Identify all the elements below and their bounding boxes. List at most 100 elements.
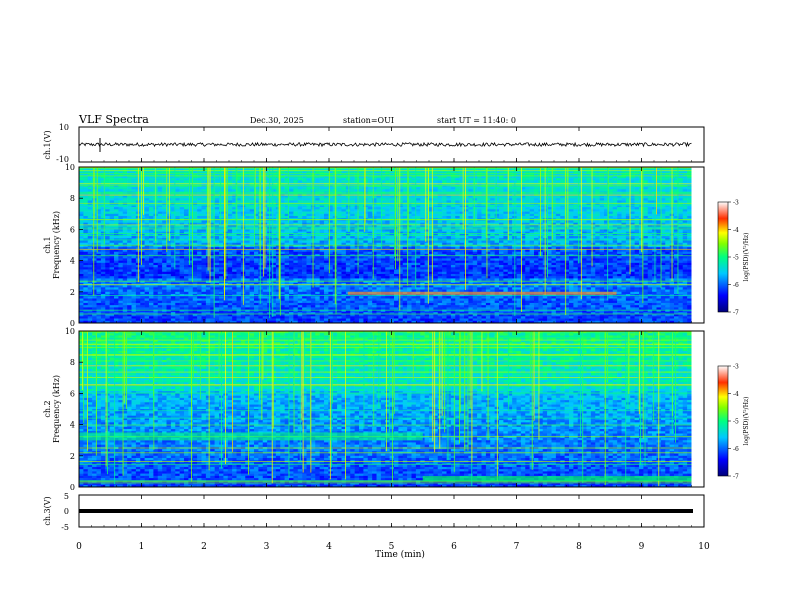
spectrogram-cell: [306, 222, 312, 226]
spectrogram-cell: [249, 175, 255, 179]
spectrogram-cell: [324, 189, 329, 192]
spectrogram-cell: [446, 220, 452, 224]
spectrogram-cell: [188, 231, 194, 235]
spectrogram-cell: [289, 204, 294, 208]
spectrogram-cell: [429, 227, 434, 230]
spectrogram-cell: [534, 216, 539, 219]
spectrogram-cell: [520, 209, 526, 212]
spectrogram-cell: [569, 173, 574, 177]
spectrogram-cell: [131, 211, 137, 215]
spectrogram-cell: [337, 229, 342, 232]
spectrogram-cell: [122, 213, 128, 217]
spectrogram-cell: [118, 245, 124, 248]
spectrogram-cell: [153, 245, 159, 248]
spectrogram-cell: [525, 222, 530, 226]
spectrogram-cell: [608, 200, 614, 203]
spectrogram-cell: [634, 216, 640, 219]
spectrogram-cell: [525, 207, 530, 210]
spectrogram-cell: [459, 200, 465, 203]
spectrogram-cell: [429, 198, 434, 201]
spectrogram-cell: [525, 204, 530, 208]
spectrogram-cell: [140, 220, 145, 224]
spectrogram-cell: [398, 224, 404, 228]
spectrogram-cell: [569, 236, 574, 239]
spectrogram-cell: [630, 198, 635, 201]
spectrogram-cell: [477, 216, 482, 219]
spectrogram-cell: [468, 202, 474, 206]
spectrogram-cell: [372, 189, 377, 192]
spectrogram-cell: [652, 191, 657, 195]
spectrogram-cell: [127, 222, 132, 226]
spectrogram-cell: [525, 195, 530, 199]
spectrogram-cell: [647, 240, 653, 244]
spectrogram-cell: [170, 211, 176, 215]
spectrogram-cell: [494, 189, 500, 192]
spectrogram-cell: [682, 195, 688, 199]
spectrogram-cell: [464, 200, 469, 203]
spectrogram-cell: [652, 175, 657, 179]
spectrogram-cell: [424, 207, 430, 210]
spectrogram-cell: [678, 211, 684, 215]
spectrogram-cell: [433, 209, 439, 212]
spectrogram-cell: [131, 216, 137, 219]
spectrogram-cell: [582, 213, 587, 217]
spectrogram-cell: [105, 242, 110, 246]
spectrogram-cell: [271, 171, 277, 174]
spectrogram-cell: [214, 202, 220, 206]
spectrogram-cell: [236, 195, 242, 199]
spectrogram-cell: [547, 191, 552, 195]
spectrogram-cell: [214, 245, 220, 248]
spectrogram-cell: [656, 195, 662, 199]
spectrogram-cell: [529, 204, 535, 208]
spectrogram-cell: [586, 198, 592, 201]
spectrogram-cell: [109, 240, 115, 244]
spectrogram-cell: [227, 242, 233, 246]
spectrogram-cell: [617, 180, 622, 183]
spectrogram-cell: [306, 202, 312, 206]
spectrogram-cell: [297, 175, 303, 179]
spectrogram-cell: [337, 178, 342, 181]
spectrogram-cell: [341, 180, 347, 183]
spectrogram-cell: [372, 236, 377, 239]
spectrogram-cell: [634, 207, 640, 210]
spectrogram-cell: [507, 224, 513, 228]
spectrogram-cell: [227, 220, 233, 224]
spectrogram-cell: [455, 202, 460, 206]
spectrogram-cell: [455, 175, 460, 179]
spectrogram-cell: [258, 195, 264, 199]
spectrogram-cell: [621, 202, 627, 206]
spectrogram-cell: [490, 222, 495, 226]
spectrogram-cell: [109, 178, 115, 181]
spectrogram-cell: [210, 245, 215, 248]
spectrogram-cell: [604, 175, 609, 179]
spectrogram-cell: [420, 209, 425, 212]
spectrogram-cell: [306, 209, 312, 212]
spectrogram-cell: [100, 200, 106, 203]
spectrogram-cell: [345, 236, 351, 239]
spectrogram-cell: [380, 189, 386, 192]
spectrogram-cell: [573, 209, 579, 212]
spectrogram-cell: [525, 202, 530, 206]
spectrogram-cell: [678, 236, 684, 239]
spectrogram-cell: [87, 173, 93, 177]
spectrogram-cell: [319, 211, 325, 215]
spectrogram-cell: [490, 175, 495, 179]
spectrogram-cell: [547, 204, 552, 208]
spectrogram-cell: [236, 171, 242, 174]
spectrogram-cell: [674, 231, 679, 235]
spectrogram-cell: [415, 213, 421, 217]
spectrogram-cell: [520, 175, 526, 179]
spectrogram-cell: [149, 204, 154, 208]
spectrogram-cell: [590, 189, 596, 192]
spectrogram-cell: [577, 200, 583, 203]
spectrogram-cell: [424, 180, 430, 183]
spectrogram-cell: [464, 191, 469, 195]
spectrogram-cell: [245, 209, 250, 212]
spectrogram-cell: [442, 229, 447, 232]
spectrogram-cell: [402, 200, 408, 203]
spectrogram-cell: [415, 242, 421, 246]
spectrogram-cell: [127, 187, 132, 190]
spectrogram-cell: [341, 178, 347, 181]
spectrogram-cell: [372, 213, 377, 217]
spectrogram-cell: [682, 220, 688, 224]
